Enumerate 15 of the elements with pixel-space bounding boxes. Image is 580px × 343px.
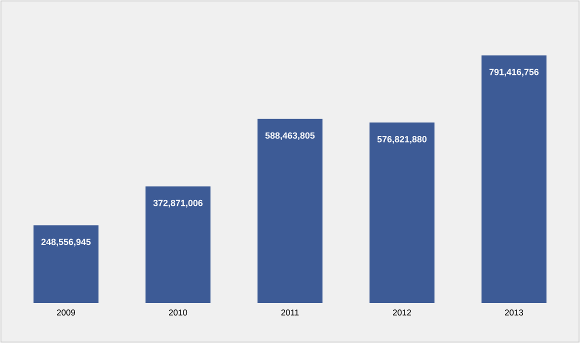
bar	[258, 118, 322, 303]
x-tick-label: 2010	[169, 310, 188, 316]
bar	[34, 225, 98, 303]
data-label: 576,821,880	[377, 136, 427, 144]
x-tick-label: 2009	[57, 310, 76, 316]
data-label: 588,463,805	[265, 132, 315, 140]
x-tick-label: 2012	[393, 310, 411, 316]
data-label: 248,556,945	[41, 238, 91, 246]
x-tick-label: 2011	[281, 310, 299, 316]
bar	[370, 122, 434, 303]
data-label: 791,416,756	[489, 68, 539, 76]
bar	[146, 186, 210, 303]
bar	[482, 55, 546, 303]
x-tick-label: 2013	[505, 310, 524, 316]
data-label: 372,871,006	[153, 200, 203, 208]
